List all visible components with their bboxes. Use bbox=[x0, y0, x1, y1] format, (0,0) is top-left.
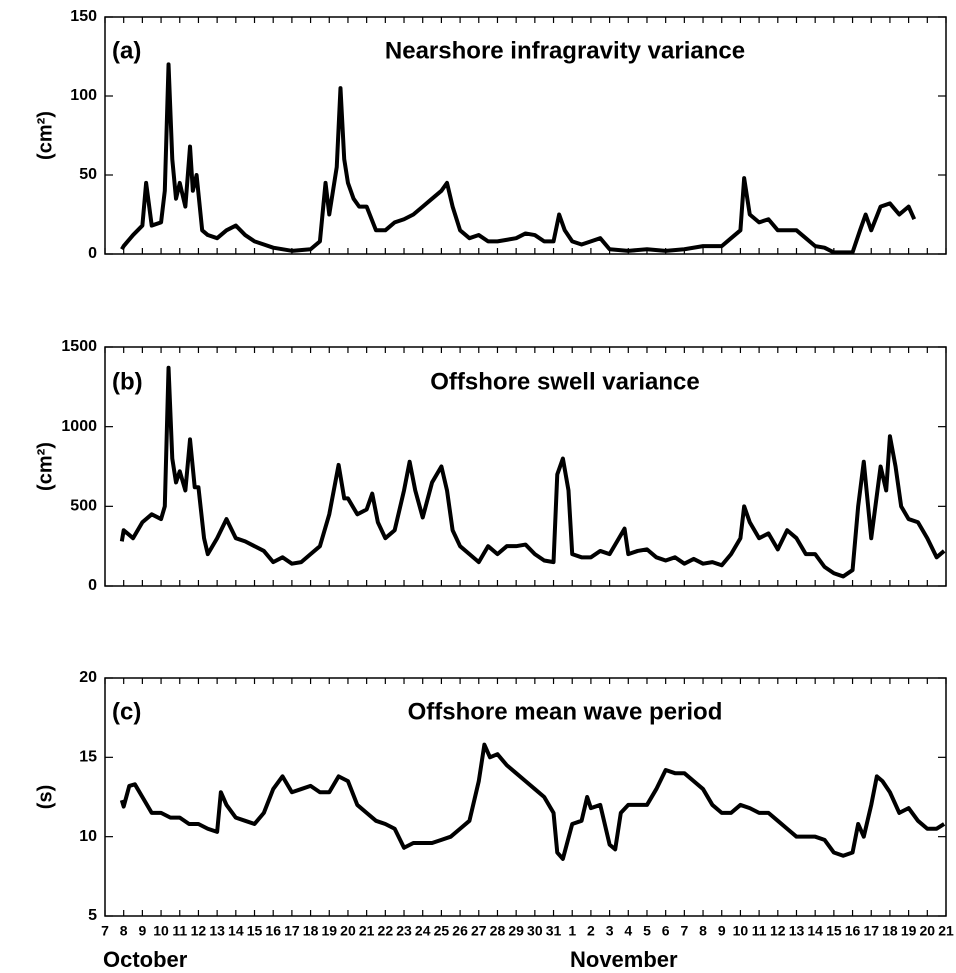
y-tick-label: 1500 bbox=[61, 338, 97, 355]
plot-frame bbox=[104, 677, 947, 917]
x-tick-label: 17 bbox=[284, 923, 300, 939]
y-tick-label: 500 bbox=[70, 498, 97, 515]
panel-title: Offshore swell variance bbox=[430, 368, 699, 395]
x-tick-label: 14 bbox=[807, 923, 823, 939]
month-label: October bbox=[103, 947, 188, 972]
y-tick-label: 0 bbox=[88, 245, 97, 262]
x-tick-label: 12 bbox=[191, 923, 207, 939]
x-tick-label: 28 bbox=[490, 923, 506, 939]
x-tick-label: 25 bbox=[434, 923, 450, 939]
y-axis-label: (cm²) bbox=[34, 442, 56, 491]
x-tick-label: 15 bbox=[247, 923, 263, 939]
y-axis-label: (cm²) bbox=[34, 111, 56, 160]
x-tick-label: 29 bbox=[508, 923, 524, 939]
x-tick-label: 11 bbox=[752, 923, 767, 939]
x-tick-label: 6 bbox=[662, 923, 670, 939]
x-tick-label: 16 bbox=[845, 923, 861, 939]
x-tick-label: 16 bbox=[265, 923, 281, 939]
x-tick-label: 18 bbox=[303, 923, 319, 939]
x-tick-label: 13 bbox=[209, 923, 225, 939]
y-tick-label: 150 bbox=[70, 8, 97, 25]
x-tick-label: 24 bbox=[415, 923, 431, 939]
y-tick-label: 10 bbox=[79, 828, 97, 845]
panel-label: (a) bbox=[112, 37, 141, 64]
y-tick-label: 5 bbox=[88, 907, 97, 924]
month-label: November bbox=[570, 947, 678, 972]
x-tick-label: 2 bbox=[587, 923, 595, 939]
x-tick-label: 19 bbox=[901, 923, 917, 939]
x-tick-label: 21 bbox=[359, 923, 375, 939]
y-tick-label: 1000 bbox=[61, 418, 97, 435]
x-tick-label: 18 bbox=[882, 923, 898, 939]
series-line bbox=[119, 365, 946, 579]
x-tick-label: 7 bbox=[680, 923, 688, 939]
x-tick-label: 27 bbox=[471, 923, 487, 939]
x-tick-label: 8 bbox=[120, 923, 128, 939]
x-tick-label: 9 bbox=[718, 923, 726, 939]
x-tick-label: 4 bbox=[624, 923, 632, 939]
x-tick-label: 9 bbox=[138, 923, 146, 939]
y-tick-label: 0 bbox=[88, 577, 97, 594]
x-tick-label: 8 bbox=[699, 923, 707, 939]
x-tick-label: 21 bbox=[938, 923, 954, 939]
x-tick-label: 10 bbox=[733, 923, 749, 939]
panel-title: Offshore mean wave period bbox=[408, 698, 723, 725]
x-tick-label: 22 bbox=[378, 923, 394, 939]
x-tick-label: 20 bbox=[920, 923, 936, 939]
x-tick-label: 3 bbox=[606, 923, 614, 939]
x-tick-label: 13 bbox=[789, 923, 805, 939]
plot-frame bbox=[104, 16, 947, 255]
y-tick-label: 15 bbox=[79, 749, 97, 766]
y-tick-label: 100 bbox=[70, 87, 97, 104]
x-tick-label: 31 bbox=[546, 923, 562, 939]
x-tick-label: 7 bbox=[101, 923, 109, 939]
y-tick-label: 50 bbox=[79, 166, 97, 183]
x-tick-label: 17 bbox=[863, 923, 879, 939]
y-axis-label: (s) bbox=[34, 785, 56, 809]
x-tick-label: 12 bbox=[770, 923, 786, 939]
series-line bbox=[120, 62, 917, 255]
x-tick-label: 20 bbox=[340, 923, 356, 939]
series-line bbox=[119, 742, 946, 861]
y-tick-label: 20 bbox=[79, 669, 97, 686]
x-tick-label: 15 bbox=[826, 923, 842, 939]
plot-frame bbox=[104, 346, 947, 587]
x-tick-label: 19 bbox=[321, 923, 337, 939]
x-tick-label: 11 bbox=[172, 923, 187, 939]
panel-label: (b) bbox=[112, 368, 143, 395]
x-tick-label: 5 bbox=[643, 923, 651, 939]
x-tick-label: 1 bbox=[568, 923, 576, 939]
x-tick-label: 10 bbox=[153, 923, 169, 939]
panel-title: Nearshore infragravity variance bbox=[385, 37, 745, 64]
x-tick-label: 26 bbox=[452, 923, 468, 939]
x-tick-label: 23 bbox=[396, 923, 412, 939]
panel-label: (c) bbox=[112, 698, 141, 725]
x-tick-label: 30 bbox=[527, 923, 543, 939]
x-tick-label: 14 bbox=[228, 923, 244, 939]
